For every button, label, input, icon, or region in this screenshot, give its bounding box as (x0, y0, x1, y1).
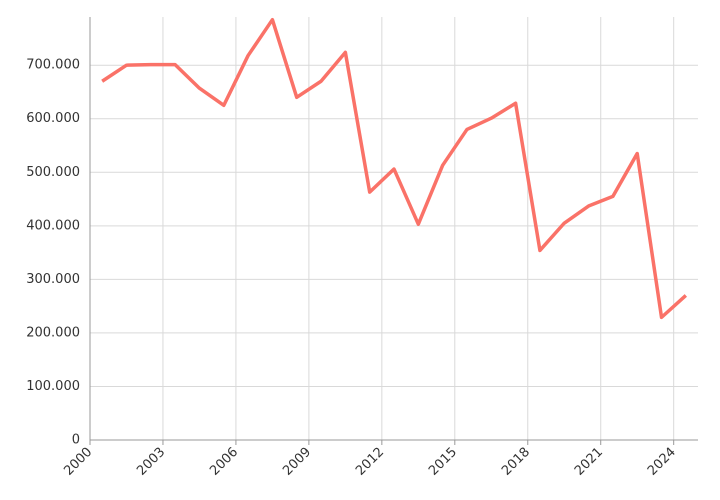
line-series (101, 17, 688, 320)
y-tick-label: 500.000 (26, 165, 80, 180)
x-tick-label: 2012 (353, 445, 387, 479)
x-tick-label: 2000 (61, 445, 95, 479)
x-tick-label: 2009 (280, 445, 314, 479)
x-tick-label: 2024 (645, 445, 679, 479)
y-tick-label: 400.000 (26, 218, 80, 233)
y-tick-label: 100.000 (26, 379, 80, 394)
y-tick-label: 700.000 (26, 58, 80, 73)
x-tick-label: 2018 (499, 445, 533, 479)
y-tick-label: 300.000 (26, 272, 80, 287)
y-tick-label: 200.000 (26, 325, 80, 340)
x-tick-label: 2003 (134, 445, 168, 479)
y-tick-label: 600.000 (26, 111, 80, 126)
x-tick-label: 2015 (426, 445, 460, 479)
x-tick-label: 2006 (207, 445, 241, 479)
x-tick-label: 2021 (572, 445, 606, 479)
y-tick-label: 0 (72, 433, 80, 448)
